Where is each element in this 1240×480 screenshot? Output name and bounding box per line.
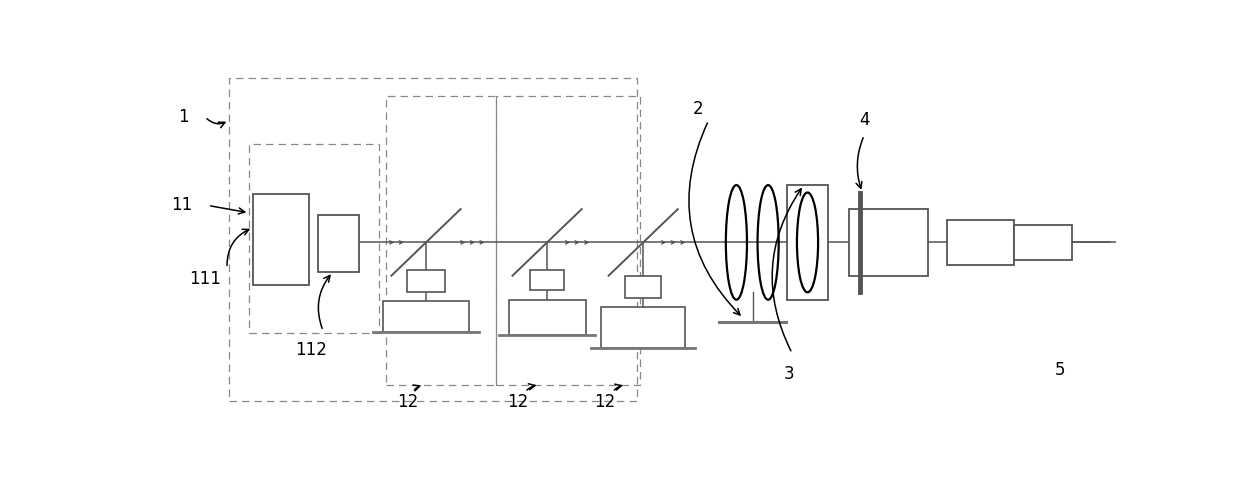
Text: 12: 12 xyxy=(507,393,528,411)
Text: 2: 2 xyxy=(693,100,703,119)
Text: 12: 12 xyxy=(397,393,418,411)
Bar xyxy=(849,209,928,276)
Bar xyxy=(601,307,686,348)
Bar xyxy=(868,218,926,266)
Bar xyxy=(1014,225,1071,260)
Text: 1: 1 xyxy=(179,108,190,126)
Text: 12: 12 xyxy=(594,393,615,411)
Bar xyxy=(249,144,379,333)
Text: 112: 112 xyxy=(295,341,326,359)
Text: 11: 11 xyxy=(171,196,192,215)
Bar xyxy=(625,276,661,298)
Bar xyxy=(508,300,585,335)
Text: 5: 5 xyxy=(1055,361,1065,379)
Bar xyxy=(787,185,828,300)
Bar xyxy=(383,301,469,332)
Text: 3: 3 xyxy=(784,365,795,383)
Bar xyxy=(496,96,640,384)
Bar xyxy=(531,270,564,290)
Bar xyxy=(407,270,445,291)
Text: 111: 111 xyxy=(188,270,221,288)
Bar xyxy=(319,215,358,272)
Bar xyxy=(229,78,637,401)
Bar xyxy=(947,220,1014,264)
Text: 4: 4 xyxy=(859,111,869,130)
Bar xyxy=(253,194,309,285)
Bar xyxy=(386,96,496,384)
